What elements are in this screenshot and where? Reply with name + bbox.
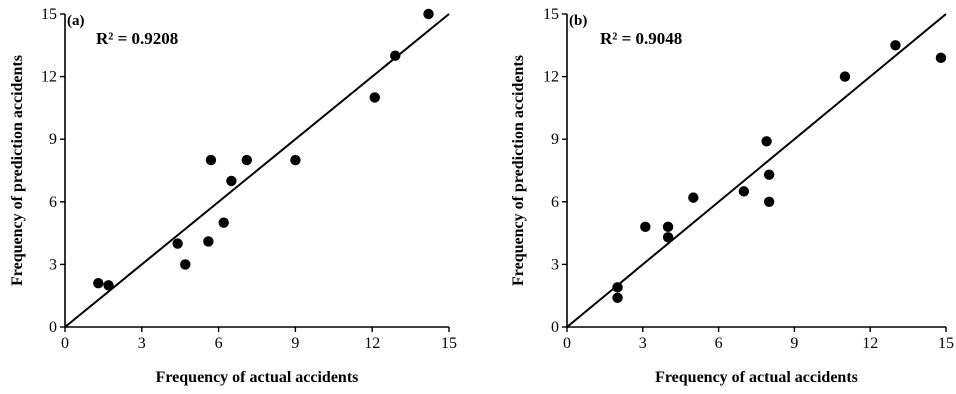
x-tick-label: 12 (364, 335, 380, 352)
data-point (612, 282, 623, 293)
y-tick-label: 9 (49, 131, 57, 148)
data-point (763, 196, 775, 207)
data-point (226, 175, 237, 187)
data-point (738, 186, 750, 197)
r-squared-annotation: R² = 0.9048 (600, 29, 682, 48)
data-point (839, 71, 851, 82)
x-axis-title: Frequency of actual accidents (156, 369, 359, 386)
chart-panel-a: 0 3 6 9 12 15 0 3 6 9 12 15 (a) R² = 0.9208 Frequency … (9, 6, 457, 386)
fit-line (566, 13, 947, 328)
fit-line (64, 13, 450, 328)
x-tick-label: 0 (563, 335, 571, 352)
y-tick-label: 15 (41, 6, 57, 23)
x-tick-label: 0 (61, 335, 69, 352)
data-point (218, 217, 229, 228)
data-point (662, 232, 674, 243)
data-point (93, 277, 104, 289)
y-tick-label: 3 (49, 256, 57, 273)
data-point (390, 50, 401, 61)
x-tick-label: 9 (291, 335, 299, 352)
panel-label: (a) (67, 13, 85, 29)
data-point (180, 259, 191, 270)
data-point (203, 236, 214, 247)
y-tick-label: 9 (551, 131, 559, 148)
data-point (423, 8, 434, 20)
x-tick-label: 3 (639, 335, 647, 352)
y-tick-label: 6 (551, 194, 559, 211)
y-tick-label: 12 (543, 69, 559, 86)
y-tick-label: 15 (543, 6, 559, 23)
data-point (205, 154, 217, 166)
data-point (890, 40, 901, 51)
x-tick-label: 12 (862, 335, 878, 352)
y-axis-title: Frequency of prediction accidents (510, 55, 527, 286)
data-point (172, 238, 183, 249)
data-point (241, 154, 252, 166)
x-tick-label: 9 (790, 335, 798, 352)
x-tick-label: 3 (138, 335, 146, 352)
y-axis-title: Frequency of prediction accidents (9, 55, 26, 286)
y-tick-label: 12 (41, 69, 57, 86)
data-point (612, 292, 623, 303)
x-tick-label: 6 (715, 335, 723, 352)
data-point (640, 221, 651, 233)
data-point (369, 92, 380, 103)
data-point (662, 221, 674, 233)
x-tick-label: 15 (938, 335, 954, 352)
data-point (761, 136, 772, 147)
data-point (763, 169, 775, 180)
data-point (688, 192, 699, 203)
y-tick-label: 0 (49, 319, 57, 336)
data-point (290, 154, 301, 166)
chart-panel-b: 0 3 6 9 12 15 0 3 6 9 12 15 (b) R² = 0.9048 Frequency … (510, 6, 954, 386)
y-tick-label: 6 (49, 194, 57, 211)
data-point (935, 52, 947, 64)
data-point (103, 280, 114, 291)
r-squared-annotation: R² = 0.9208 (96, 29, 178, 48)
x-tick-label: 15 (441, 335, 457, 352)
panel-label: (b) (569, 13, 587, 29)
y-tick-label: 0 (551, 319, 559, 336)
x-tick-label: 6 (215, 335, 223, 352)
y-tick-label: 3 (551, 256, 559, 273)
x-axis-title: Frequency of actual accidents (655, 369, 858, 386)
